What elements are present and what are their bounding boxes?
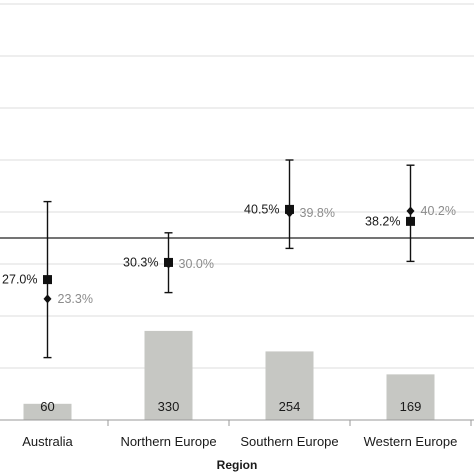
bars: 60 330 254 169 (23, 330, 435, 420)
x-axis: Australia Northern Europe Southern Europe W… (0, 419, 474, 449)
square-marker (43, 275, 52, 285)
diamond-marker (285, 208, 294, 218)
diamond-value-label: 30.0% (179, 257, 214, 271)
diamond-marker (43, 294, 52, 304)
diamond-value-label: 39.8% (300, 206, 335, 220)
bar-southern-europe (265, 351, 314, 420)
gridlines (0, 3, 474, 369)
bar-western-europe (386, 374, 435, 420)
data-labels: 27.0% 23.3% 30.3% 30.0% 40.5% 39.8% 38.2% 40.2% (2, 202, 456, 305)
bar-count-label: 330 (158, 399, 180, 414)
x-tick-label: Northern Europe (120, 434, 216, 449)
bar-northern-europe (144, 330, 193, 420)
x-tick-label: Southern Europe (240, 434, 338, 449)
bar-count-label: 254 (279, 399, 301, 414)
bar-australia (23, 403, 72, 420)
x-axis-title: Region (217, 458, 258, 472)
x-tick-label: Australia (22, 434, 73, 449)
diamond-marker (164, 259, 173, 269)
x-tick-label: Western Europe (364, 434, 458, 449)
error-bars (43, 159, 415, 359)
square-value-label: 30.3% (123, 255, 158, 269)
diamond-value-label: 40.2% (421, 204, 456, 218)
diamond-value-label: 23.3% (58, 292, 93, 306)
square-value-label: 27.0% (2, 273, 37, 287)
square-value-label: 40.5% (244, 202, 279, 216)
square-marker (406, 216, 415, 226)
bar-count-label: 169 (400, 399, 422, 414)
square-value-label: 38.2% (365, 214, 400, 228)
diamond-marker (406, 206, 415, 216)
bar-count-label: 60 (40, 399, 54, 414)
